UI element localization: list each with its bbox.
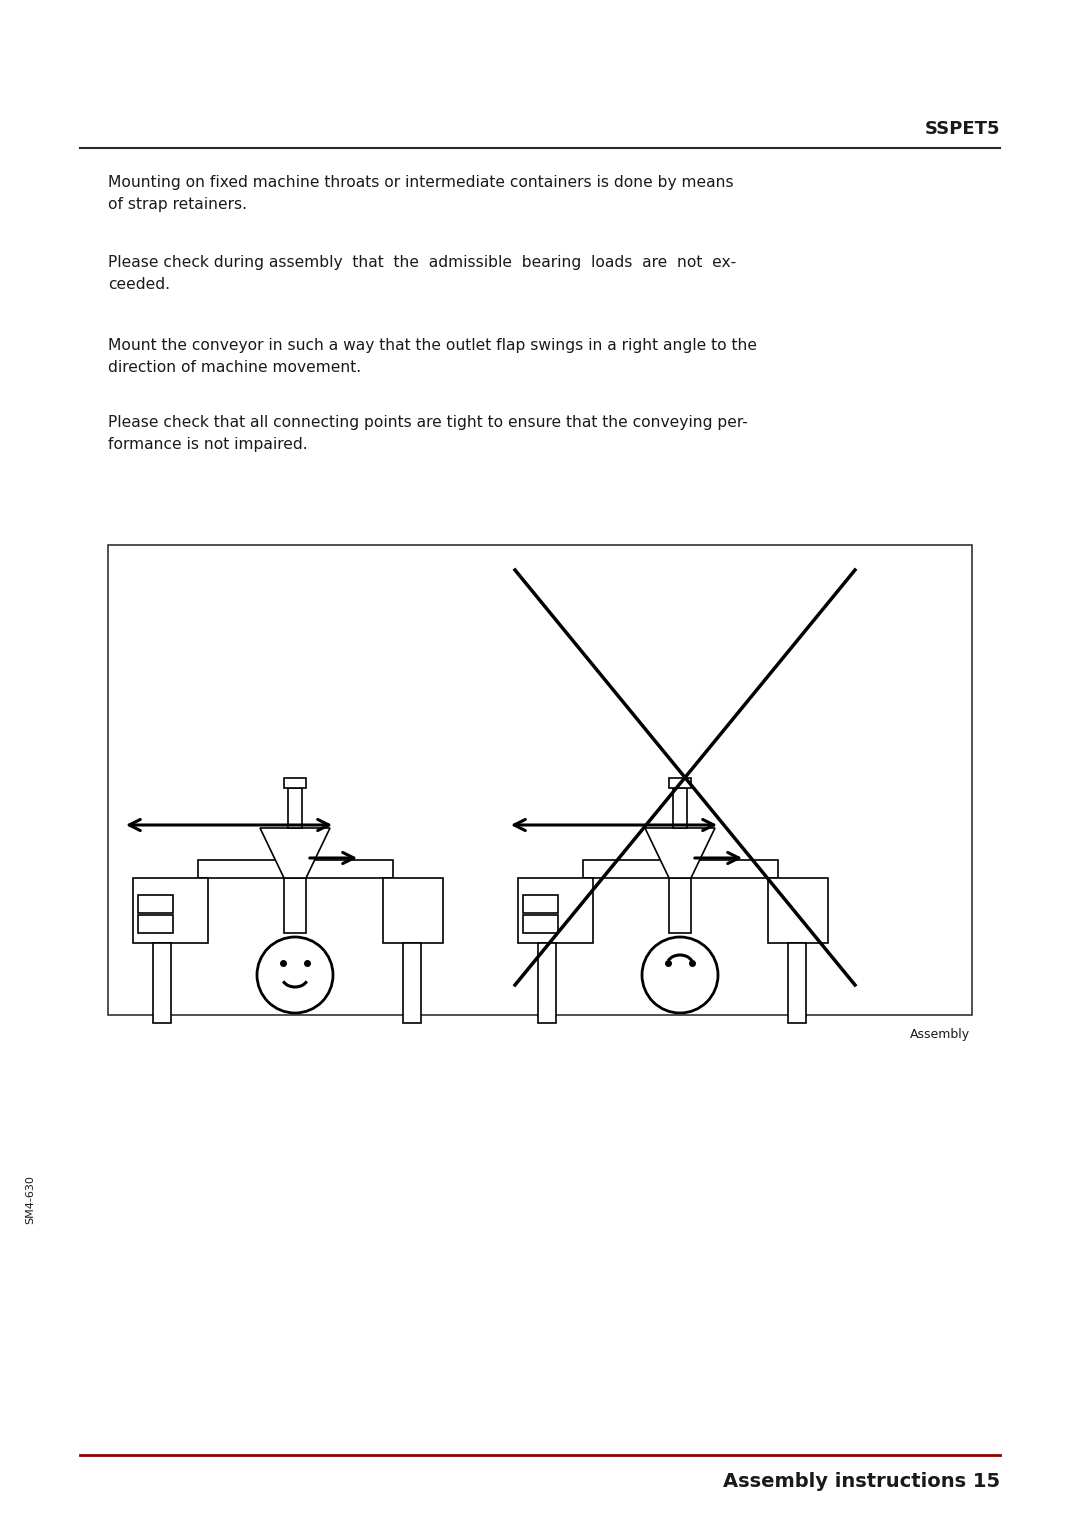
Bar <box>669 878 691 933</box>
Bar <box>669 778 691 788</box>
Bar <box>768 878 828 942</box>
Bar <box>523 895 558 913</box>
Bar <box>538 942 556 1023</box>
Bar <box>583 860 778 878</box>
Text: Mount the conveyor in such a way that the outlet flap swings in a right angle to: Mount the conveyor in such a way that th… <box>108 339 757 375</box>
Bar <box>518 878 593 942</box>
Bar <box>138 895 173 913</box>
Bar <box>523 915 558 933</box>
Text: Please check during assembly  that  the  admissible  bearing  loads  are  not  e: Please check during assembly that the ad… <box>108 255 737 293</box>
Text: Mounting on fixed machine throats or intermediate containers is done by means
of: Mounting on fixed machine throats or int… <box>108 175 733 212</box>
Polygon shape <box>645 828 715 878</box>
Bar <box>138 915 173 933</box>
Bar <box>133 878 208 942</box>
Text: Assembly: Assembly <box>909 1028 970 1042</box>
Circle shape <box>642 936 718 1013</box>
Bar <box>284 778 306 788</box>
Bar <box>288 788 302 828</box>
Bar <box>284 878 306 933</box>
Bar <box>788 942 806 1023</box>
Circle shape <box>257 936 333 1013</box>
Text: SM4-630: SM4-630 <box>25 1176 35 1225</box>
Text: Please check that all connecting points are tight to ensure that the conveying p: Please check that all connecting points … <box>108 415 747 453</box>
Text: SSPET5: SSPET5 <box>924 120 1000 137</box>
Bar <box>153 942 171 1023</box>
Bar <box>383 878 443 942</box>
Bar <box>403 942 421 1023</box>
Bar <box>108 544 972 1016</box>
Bar <box>673 788 687 828</box>
Polygon shape <box>260 828 330 878</box>
Bar <box>198 860 393 878</box>
Text: Assembly instructions 15: Assembly instructions 15 <box>723 1472 1000 1491</box>
